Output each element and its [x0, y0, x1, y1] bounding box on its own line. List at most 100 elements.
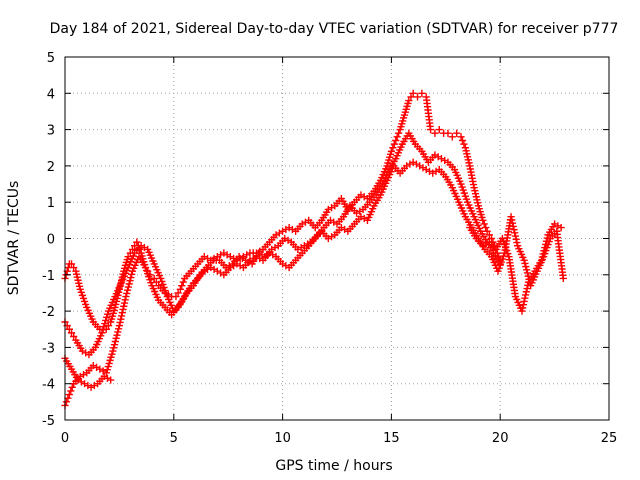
- data-point: [121, 296, 129, 304]
- data-point: [487, 234, 496, 243]
- data-point: [541, 243, 549, 252]
- data-point: [67, 387, 75, 395]
- y-tick-label: 3: [47, 124, 55, 139]
- data-point: [413, 93, 422, 101]
- data-point: [70, 332, 78, 341]
- data-point: [406, 160, 414, 168]
- data-point: [412, 160, 421, 168]
- series-track-d: [61, 220, 565, 391]
- data-point: [444, 129, 452, 137]
- data-point: [112, 334, 120, 342]
- data-point: [479, 216, 487, 224]
- data-point: [90, 381, 98, 390]
- data-point: [96, 365, 104, 373]
- data-point: [106, 356, 114, 364]
- data-point: [108, 350, 116, 358]
- data-point: [80, 380, 89, 388]
- data-point: [117, 315, 125, 323]
- data-point: [437, 155, 446, 163]
- y-tick-label: -2: [42, 305, 55, 320]
- data-point: [537, 256, 546, 264]
- data-point: [327, 204, 336, 212]
- data-point: [226, 253, 234, 261]
- data-point: [483, 227, 491, 235]
- data-point: [84, 381, 92, 390]
- data-point: [124, 283, 132, 291]
- data-point: [482, 224, 490, 232]
- grid-layer: [65, 57, 609, 420]
- data-point: [64, 394, 72, 402]
- data-point: [510, 226, 518, 234]
- data-point: [62, 398, 71, 406]
- data-point: [128, 245, 137, 253]
- data-point: [70, 263, 78, 272]
- data-point: [122, 292, 130, 301]
- data-point: [116, 318, 124, 326]
- data-point: [174, 289, 182, 297]
- y-tick-label: 4: [47, 87, 55, 102]
- data-point: [407, 93, 415, 101]
- data-point: [107, 376, 115, 384]
- y-axis-label: SDTVAR / TECUs: [6, 181, 22, 296]
- data-point: [65, 325, 73, 333]
- data-point: [522, 266, 531, 274]
- data-point: [99, 367, 107, 375]
- data-point: [518, 307, 526, 315]
- data-point: [110, 344, 118, 352]
- data-point: [519, 301, 528, 309]
- data-point: [448, 133, 456, 141]
- data-point: [216, 251, 225, 259]
- y-tick-label: -1: [42, 269, 55, 284]
- x-tick-label: 0: [61, 431, 69, 446]
- data-point: [521, 259, 529, 268]
- data-point: [102, 316, 110, 325]
- data-point: [127, 273, 135, 282]
- data-point: [522, 288, 530, 296]
- x-tick-label: 25: [601, 431, 618, 446]
- data-point: [457, 133, 465, 141]
- data-point: [508, 219, 517, 227]
- y-tick-label: 0: [47, 233, 55, 248]
- data-point: [284, 236, 292, 244]
- data-point: [539, 250, 547, 258]
- data-point: [124, 253, 132, 261]
- x-tick-label: 20: [492, 431, 509, 446]
- data-point: [103, 374, 112, 382]
- data-point: [389, 144, 397, 152]
- data-point: [120, 299, 129, 307]
- data-point: [109, 347, 117, 355]
- data-point: [435, 126, 443, 134]
- x-tick-label: 10: [274, 431, 291, 446]
- data-point: [520, 297, 528, 306]
- data-point: [220, 249, 228, 257]
- data-point: [441, 156, 449, 165]
- data-point: [524, 281, 532, 289]
- data-point: [557, 224, 565, 232]
- data-point: [123, 289, 131, 298]
- y-tick-label: 1: [47, 196, 55, 211]
- data-point: [419, 164, 427, 172]
- data-point: [512, 235, 520, 243]
- data-point: [542, 237, 551, 245]
- data-point: [485, 231, 493, 239]
- data-point: [279, 227, 287, 235]
- data-point: [113, 331, 121, 339]
- data-point: [460, 140, 468, 148]
- data-point: [119, 305, 127, 314]
- data-point: [543, 234, 551, 242]
- data-point: [176, 285, 184, 293]
- data-point: [453, 129, 461, 137]
- data-point: [282, 225, 290, 234]
- data-point: [111, 337, 119, 346]
- data-point: [520, 256, 528, 264]
- data-point: [178, 282, 186, 290]
- data-point: [416, 162, 424, 170]
- y-tick-label: -4: [42, 378, 55, 393]
- data-point: [203, 254, 212, 263]
- data-point: [67, 260, 76, 268]
- x-axis-label: GPS time / hours: [275, 458, 392, 474]
- data-point: [243, 251, 251, 259]
- data-point: [429, 169, 437, 177]
- data-point: [480, 220, 488, 228]
